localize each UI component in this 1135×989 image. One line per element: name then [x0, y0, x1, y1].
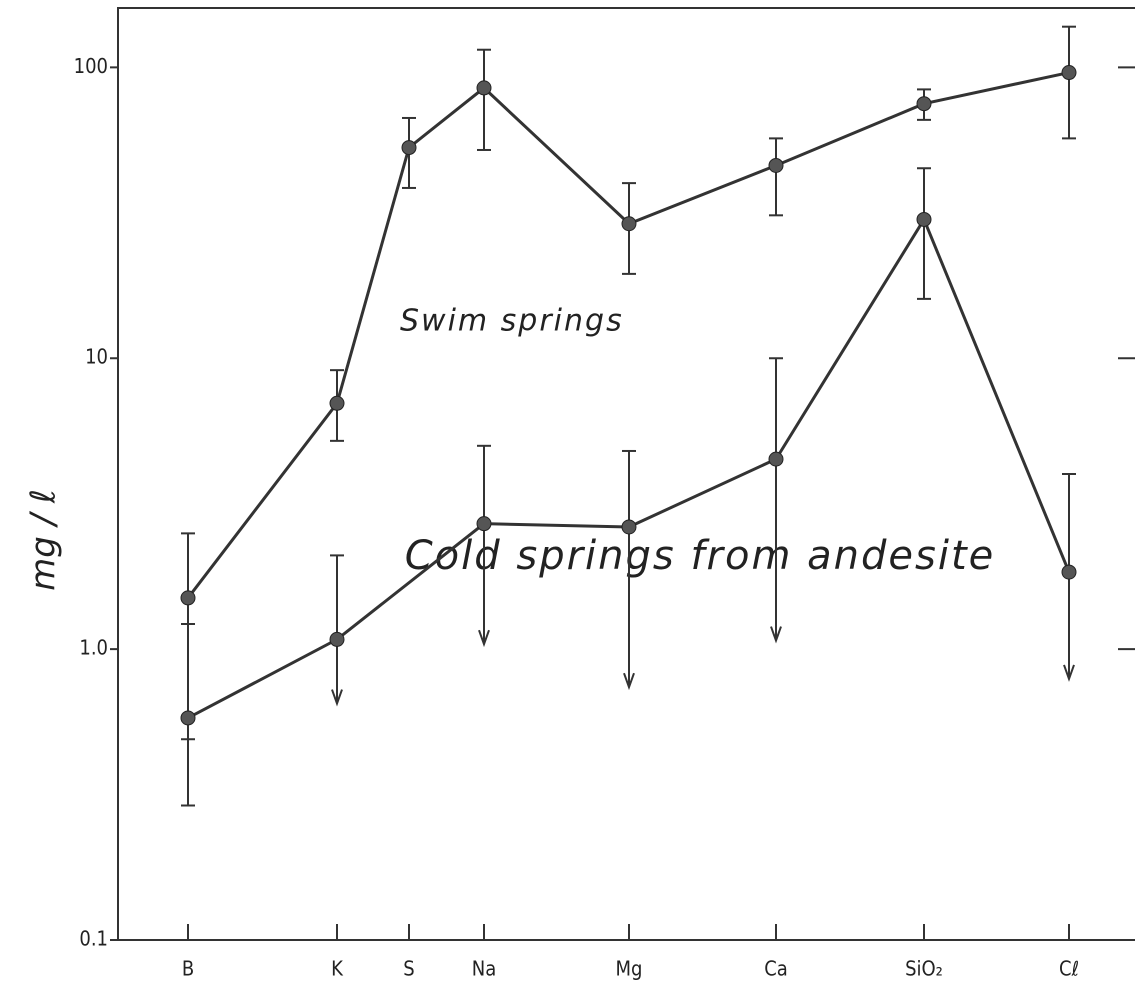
- data-point: [329, 631, 345, 647]
- data-point: [1061, 564, 1077, 580]
- x-tick-label: Na: [472, 957, 496, 981]
- data-point: [916, 211, 932, 227]
- error-arrow: [331, 689, 343, 707]
- data-point: [621, 216, 637, 232]
- data-point: [476, 80, 492, 96]
- y-tick-label: 0.1: [79, 927, 108, 951]
- x-tick-label: SiO₂: [905, 957, 943, 981]
- x-tick-label: Ca: [764, 957, 788, 981]
- error-arrow: [1063, 664, 1075, 682]
- error-arrow: [623, 672, 635, 691]
- plot-frame: [117, 7, 1135, 941]
- x-tick-label: B: [182, 957, 194, 981]
- data-point: [329, 395, 345, 411]
- data-point: [401, 140, 417, 156]
- x-tick-label: K: [331, 957, 344, 981]
- error-arrow: [770, 626, 782, 644]
- x-tick-label: S: [403, 957, 414, 981]
- data-point: [621, 519, 637, 535]
- y-tick-label: 10: [85, 345, 108, 369]
- data-point: [180, 590, 196, 606]
- annotation: Swim springs: [400, 304, 624, 339]
- data-point: [1061, 65, 1077, 81]
- y-tick-label: 100: [74, 54, 108, 78]
- data-point: [916, 96, 932, 112]
- data-point: [768, 157, 784, 173]
- data-point: [768, 451, 784, 467]
- data-point: [180, 710, 196, 726]
- x-tick-label: Cℓ: [1059, 957, 1079, 981]
- annotation: Cold springs from andesite: [405, 533, 996, 579]
- error-arrow: [478, 629, 490, 648]
- data-point: [476, 516, 492, 532]
- y-tick-label: 1.0: [79, 636, 108, 660]
- y-axis-label: mg / ℓ: [24, 489, 64, 591]
- series-line: [186, 71, 1070, 599]
- x-tick-label: Mg: [616, 957, 643, 981]
